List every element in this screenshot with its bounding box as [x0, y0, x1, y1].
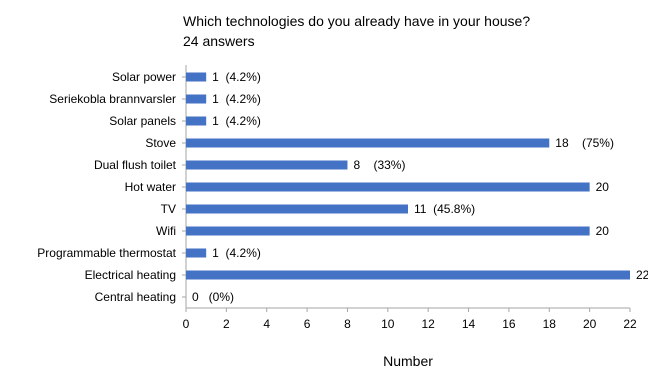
- bar: [186, 270, 630, 280]
- category-label: Dual flush toilet: [94, 158, 177, 172]
- bar: [186, 248, 207, 258]
- category-label: Hot water: [125, 180, 176, 194]
- data-label: 20: [596, 180, 610, 194]
- x-tick-label: 16: [502, 317, 516, 331]
- x-axis-title: Number: [383, 353, 433, 369]
- category-label: Stove: [145, 136, 176, 150]
- x-tick-label: 8: [344, 317, 351, 331]
- x-tick-label: 0: [183, 317, 190, 331]
- bar: [186, 72, 207, 82]
- x-tick-label: 12: [422, 317, 436, 331]
- bar: [186, 226, 590, 236]
- x-tick-label: 6: [304, 317, 311, 331]
- chart-subtitle: 24 answers: [183, 33, 255, 49]
- bar: [186, 116, 207, 126]
- x-tick-label: 18: [543, 317, 557, 331]
- bar: [186, 160, 348, 170]
- category-label: Programmable thermostat: [37, 246, 176, 260]
- x-tick-label: 14: [462, 317, 476, 331]
- category-label: TV: [161, 202, 176, 216]
- category-label: Wifi: [156, 224, 176, 238]
- x-tick-label: 4: [263, 317, 270, 331]
- category-label: Solar power: [112, 70, 176, 84]
- category-label: Electrical heating: [85, 268, 176, 282]
- category-label: Solar panels: [109, 114, 176, 128]
- data-label: 0 (0%): [192, 290, 234, 304]
- chart-title: Which technologies do you already have i…: [183, 13, 531, 29]
- category-label: Central heating: [95, 290, 176, 304]
- data-label: 11 (45.8%): [414, 202, 475, 216]
- data-label: 1 (4.2%): [212, 92, 261, 106]
- data-label: 1 (4.2%): [212, 246, 261, 260]
- data-label: 18 (75%): [555, 136, 614, 150]
- bar: [186, 94, 207, 104]
- bar: [186, 182, 590, 192]
- data-label: 20: [596, 224, 610, 238]
- bar: [186, 138, 550, 148]
- x-tick-label: 22: [623, 317, 637, 331]
- data-label: 8 (33%): [353, 158, 405, 172]
- bar: [186, 204, 408, 214]
- data-label: 1 (4.2%): [212, 70, 261, 84]
- category-label: Seriekobla brannvarsler: [49, 92, 176, 106]
- x-tick-label: 10: [381, 317, 395, 331]
- data-label: 1 (4.2%): [212, 114, 261, 128]
- x-tick-label: 20: [583, 317, 597, 331]
- x-tick-label: 2: [223, 317, 230, 331]
- data-label: 22: [636, 268, 648, 282]
